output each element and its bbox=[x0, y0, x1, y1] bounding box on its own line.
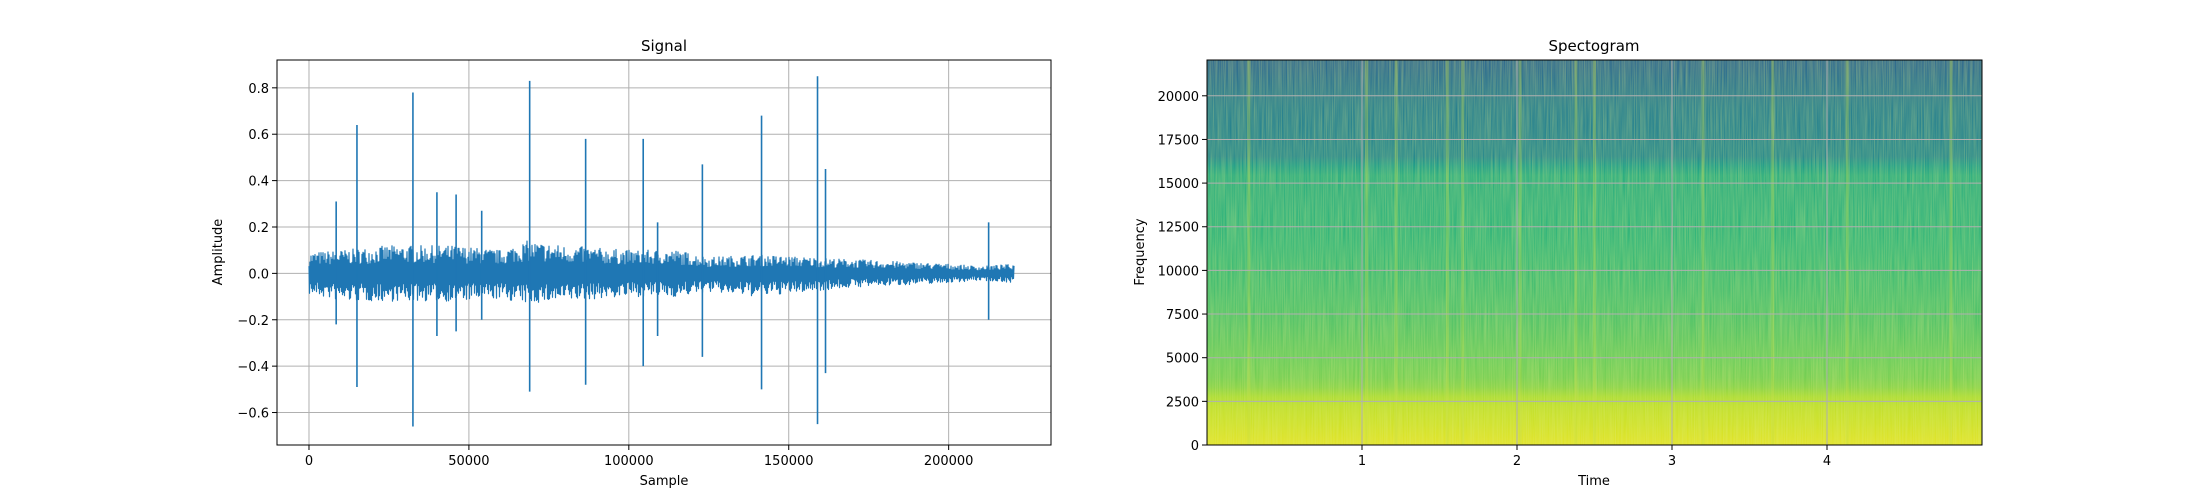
spectrogram-transient bbox=[1445, 60, 1449, 445]
signal-plot-area bbox=[308, 76, 1015, 427]
y-tick-label: 0.4 bbox=[248, 175, 269, 190]
y-tick-label: −0.4 bbox=[237, 360, 269, 375]
signal-xlabel: Sample bbox=[640, 474, 689, 489]
signal-series-line bbox=[308, 240, 1015, 303]
spectrogram-axes-frame bbox=[1206, 59, 1983, 446]
spectrogram-grid bbox=[1207, 60, 1982, 446]
spectrogram-y-axis: 0 2500 5000 7500 10000 12500 15000 17500 20000 bbox=[1158, 90, 1207, 454]
spectrogram-transient bbox=[1247, 60, 1251, 445]
signal-ylabel: Amplitude bbox=[211, 219, 226, 286]
x-tick-label: 1 bbox=[1358, 454, 1366, 469]
y-tick-label: 0 bbox=[1191, 439, 1199, 454]
x-tick-label: 4 bbox=[1823, 454, 1831, 469]
signal-y-axis: −0.6 −0.4 −0.2 0.0 0.2 0.4 0.6 0.8 bbox=[237, 82, 277, 422]
y-tick-label: 0.6 bbox=[248, 128, 269, 143]
x-tick-label: 150000 bbox=[764, 454, 814, 469]
spectrogram-transient bbox=[1845, 60, 1849, 445]
spectrogram-transient bbox=[1771, 60, 1775, 445]
y-tick-label: −0.2 bbox=[237, 314, 269, 329]
x-tick-label: 2 bbox=[1513, 454, 1521, 469]
spectrogram-x-axis: 1 2 3 4 bbox=[1358, 445, 1831, 469]
y-tick-label: 7500 bbox=[1166, 308, 1199, 323]
spectrogram-transient bbox=[1593, 60, 1596, 445]
spectrogram-plot-area bbox=[1207, 60, 1982, 445]
spectrogram-title: Spectogram bbox=[1548, 37, 1639, 55]
signal-chart: Signal 0 50000 100000 150000 200000 −0.6 −0.4… bbox=[211, 37, 1052, 489]
y-tick-label: 15000 bbox=[1158, 177, 1199, 192]
x-tick-label: 50000 bbox=[448, 454, 489, 469]
y-tick-label: 20000 bbox=[1158, 90, 1199, 105]
x-tick-label: 200000 bbox=[924, 454, 974, 469]
y-tick-label: 2500 bbox=[1166, 395, 1199, 410]
spectrogram-ylabel: Frequency bbox=[1133, 218, 1148, 285]
y-tick-label: 12500 bbox=[1158, 221, 1199, 236]
signal-axes-frame bbox=[276, 59, 1052, 446]
x-tick-label: 3 bbox=[1668, 454, 1676, 469]
spectrogram-transient bbox=[1701, 60, 1705, 445]
spectrogram-chart: Spectogram 1 2 3 4 0 2500 5000 7500 10000 12500 1… bbox=[1133, 37, 1983, 489]
spectrogram-transient bbox=[1949, 60, 1953, 445]
spectrogram-transient bbox=[1461, 60, 1465, 445]
spectrogram-transient bbox=[1394, 60, 1398, 445]
y-tick-label: 0.2 bbox=[248, 221, 269, 236]
x-tick-label: 100000 bbox=[604, 454, 654, 469]
signal-title: Signal bbox=[641, 37, 687, 55]
spectrogram-transient bbox=[1518, 60, 1522, 445]
spectrogram-xlabel: Time bbox=[1577, 474, 1610, 489]
y-tick-label: 10000 bbox=[1158, 264, 1199, 279]
signal-x-axis: 0 50000 100000 150000 200000 bbox=[305, 445, 974, 469]
spectrogram-texture bbox=[1207, 60, 1982, 445]
y-tick-label: 0.0 bbox=[248, 267, 269, 282]
y-tick-label: 5000 bbox=[1166, 352, 1199, 367]
y-tick-label: −0.6 bbox=[237, 407, 269, 422]
spectrogram-transient bbox=[1574, 60, 1578, 445]
x-tick-label: 0 bbox=[305, 454, 313, 469]
y-tick-label: 0.8 bbox=[248, 82, 269, 97]
y-tick-label: 17500 bbox=[1158, 133, 1199, 148]
spectrogram-transient bbox=[1365, 60, 1369, 445]
